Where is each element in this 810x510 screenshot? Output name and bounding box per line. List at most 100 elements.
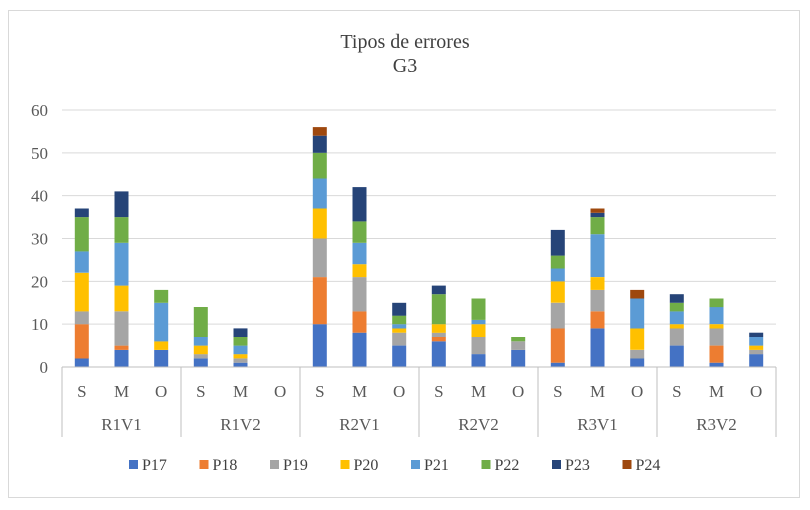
bar-segment-p18: [312, 277, 327, 325]
x-subcategory-label: M: [471, 382, 486, 401]
bar-segment-p20: [193, 345, 208, 355]
bar-segment-p17: [114, 349, 129, 367]
bar-segment-p19: [749, 349, 764, 355]
legend-swatch-p17: [129, 460, 138, 469]
x-group-label: R1V1: [101, 415, 142, 434]
bars: [74, 127, 764, 367]
bar-segment-p22: [550, 255, 565, 269]
bar-segment-p19: [233, 358, 248, 363]
bar-segment-p20: [709, 324, 724, 329]
y-tick-label: 50: [31, 144, 48, 163]
bar-segment-p19: [669, 328, 684, 346]
bar-segment-p21: [233, 345, 248, 355]
legend-swatch-p22: [481, 460, 491, 469]
bar-segment-p20: [312, 208, 327, 239]
x-subcategory-label: S: [434, 382, 443, 401]
legend-label-p22: P22: [495, 457, 520, 474]
bar-segment-p17: [312, 324, 327, 367]
bar-segment-p23: [312, 135, 327, 153]
x-subcategory-label: S: [553, 382, 562, 401]
bar-segment-p22: [74, 217, 89, 252]
chart-frame: [8, 10, 800, 498]
legend-label-p18: P18: [213, 457, 238, 474]
x-subcategory-label: M: [709, 382, 724, 401]
bar-segment-p23: [392, 302, 407, 316]
x-group-label: R3V2: [696, 415, 737, 434]
chart-title: Tipos de errores: [340, 31, 469, 53]
bar-segment-p17: [431, 341, 446, 367]
x-subcategory-label: O: [274, 382, 286, 401]
bar-segment-p22: [709, 298, 724, 308]
bar-segment-p17: [590, 328, 605, 367]
bar-segment-p21: [392, 324, 407, 329]
bar-segment-p19: [114, 311, 129, 346]
legend-label-p19: P19: [283, 457, 308, 474]
bar-segment-p20: [431, 324, 446, 333]
y-tick-label: 20: [31, 272, 48, 291]
bar-segment-p21: [74, 251, 89, 273]
bar-segment-p20: [550, 281, 565, 303]
legend-swatch-p18: [199, 460, 209, 469]
x-subcategory-label: O: [155, 382, 167, 401]
x-subcategory-label: M: [590, 382, 605, 401]
x-subcategory-label: M: [233, 382, 248, 401]
bar-segment-p23: [74, 208, 89, 218]
bar-segment-p20: [352, 264, 367, 278]
bar-segment-p21: [193, 337, 208, 346]
bar-segment-p19: [550, 302, 565, 329]
legend-swatch-p20: [340, 460, 350, 469]
bar-segment-p20: [471, 324, 486, 337]
bar-segment-p19: [74, 311, 89, 325]
x-subcategory-label: O: [631, 382, 643, 401]
bar-segment-p19: [312, 238, 327, 278]
bar-segment-p21: [550, 268, 565, 282]
bar-segment-p17: [669, 345, 684, 367]
bar-segment-p17: [709, 362, 724, 367]
legend-swatch-p21: [411, 460, 420, 469]
bar-segment-p23: [550, 229, 565, 256]
bar-segment-p18: [352, 311, 367, 333]
bar-segment-p21: [590, 234, 605, 277]
bar-segment-p24: [590, 208, 605, 213]
bar-segment-p20: [630, 328, 645, 350]
bar-segment-p24: [312, 127, 327, 136]
gridlines: [62, 109, 776, 325]
bar-segment-p18: [709, 345, 724, 363]
bar-segment-p20: [749, 345, 764, 350]
bar-segment-p19: [709, 328, 724, 346]
bar-segment-p23: [669, 294, 684, 303]
x-subcategory-label: M: [352, 382, 367, 401]
bar-segment-p17: [511, 349, 526, 367]
bar-segment-p17: [749, 354, 764, 367]
bar-segment-p18: [74, 324, 89, 359]
x-group-label: R2V2: [458, 415, 499, 434]
bar-segment-p22: [193, 307, 208, 337]
x-axis: S M O S M O S M O S M O S M O S M O R1V1 R1V2 R2V1 R2V2 R3V1 R3…: [61, 366, 777, 437]
bar-segment-p22: [431, 294, 446, 325]
bar-segment-p21: [352, 242, 367, 265]
legend-label-p17: P17: [142, 457, 167, 474]
y-tick-label: 0: [40, 358, 49, 377]
bar-segment-p20: [74, 272, 89, 312]
bar-segment-p19: [511, 341, 526, 350]
bar-segment-p21: [669, 311, 684, 325]
bar-segment-p19: [630, 349, 645, 359]
x-subcategory-label: S: [77, 382, 86, 401]
bar-segment-p22: [352, 221, 367, 243]
bar-segment-p20: [590, 277, 605, 290]
bar-segment-p23: [233, 328, 248, 337]
y-tick-label: 30: [31, 230, 48, 249]
bar-segment-p19: [193, 354, 208, 359]
bar-segment-p21: [471, 319, 486, 325]
bar-segment-p21: [114, 242, 129, 286]
bar-segment-p22: [669, 302, 684, 312]
x-subcategory-label: M: [114, 382, 129, 401]
legend-label-p21: P21: [424, 457, 449, 474]
x-group-label: R3V1: [577, 415, 618, 434]
bar-segment-p19: [471, 337, 486, 355]
legend-label-p24: P24: [636, 457, 661, 474]
legend-label-p23: P23: [565, 457, 590, 474]
bar-segment-p22: [233, 337, 248, 346]
bar-segment-p18: [431, 337, 446, 342]
y-tick-label: 10: [31, 315, 48, 334]
